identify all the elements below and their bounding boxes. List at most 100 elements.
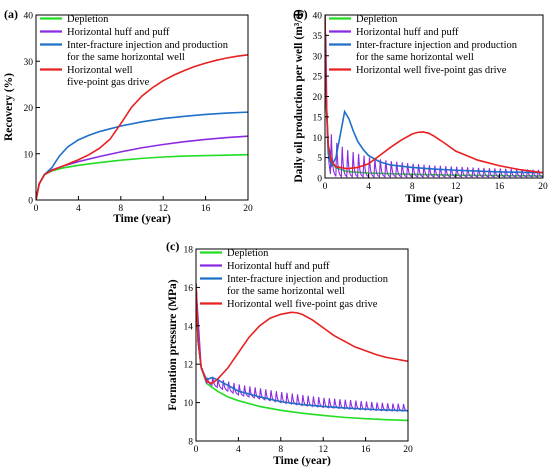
legend-label-line: Inter-fracture injection and production — [67, 40, 229, 51]
x-tick-label: 12 — [318, 445, 328, 455]
legend-label-line: Inter-fracture injection and production — [227, 274, 389, 285]
x-tick-label: 20 — [243, 204, 253, 214]
legend-item-4: Horizontal well five-point gas drive — [200, 299, 378, 310]
y-axis-label: Daily oil production per well (m³/d) — [293, 9, 305, 182]
x-tick-label: 4 — [236, 445, 241, 455]
legend-label: Depletion — [227, 248, 269, 259]
y-tick-label: 15 — [313, 113, 323, 123]
y-tick-label: 18 — [184, 246, 194, 256]
series-line-2 — [196, 283, 408, 412]
legend-label: Inter-fracture injection and production f… — [356, 40, 518, 63]
legend-label-line: Horizontal well — [67, 65, 133, 76]
legend-item-3: Inter-fracture injection and production f… — [200, 274, 389, 297]
legend-label-line: Horizontal huff and puff — [356, 27, 459, 38]
y-tick-label: 0 — [28, 197, 33, 207]
panel-label: (a) — [4, 7, 18, 21]
legend-item-4: Horizontal well five-point gas drive — [40, 65, 150, 88]
legend-label: Horizontal well five-point gas drive — [67, 65, 150, 88]
series-line-3 — [36, 111, 248, 200]
legend-label-line: for the same horizontal well — [227, 286, 345, 297]
legend-item-2: Horizontal huff and puff — [329, 27, 459, 38]
legend-item-2: Horizontal huff and puff — [40, 27, 170, 38]
legend-label: Inter-fracture injection and production f… — [67, 40, 229, 63]
x-tick-label: 0 — [194, 445, 199, 455]
x-tick-label: 4 — [366, 182, 371, 192]
series-line-4 — [325, 15, 543, 174]
y-tick-label: 40 — [313, 12, 323, 22]
series-line-1 — [36, 153, 248, 200]
x-tick-label: 4 — [76, 204, 81, 214]
y-tick-label: 35 — [313, 32, 323, 42]
y-tick-label: 14 — [184, 322, 194, 332]
y-tick-label: 10 — [24, 150, 34, 160]
legend-label-line: Horizontal well five-point gas drive — [356, 65, 507, 76]
y-tick-label: 40 — [24, 12, 34, 22]
y-axis-label: Formation pressure (MPa) — [167, 279, 179, 410]
legend-label-line: Depletion — [356, 14, 398, 25]
x-tick-label: 16 — [201, 204, 211, 214]
legend: Depletion Horizontal huff and puff Inter-f… — [200, 248, 389, 310]
legend-label-line: Horizontal huff and puff — [67, 27, 170, 38]
x-axis-label: Time (year) — [273, 455, 331, 467]
y-tick-label: 0 — [317, 175, 322, 185]
legend: Depletion Horizontal huff and puff Inter-f… — [40, 14, 229, 88]
legend-label-line: Depletion — [67, 14, 109, 25]
series-line-3 — [325, 15, 543, 174]
y-tick-label: 30 — [313, 52, 323, 62]
y-tick-label: 10 — [313, 134, 323, 144]
y-tick-label: 25 — [313, 73, 323, 83]
legend-label-line: Depletion — [227, 248, 269, 259]
x-tick-label: 20 — [403, 445, 413, 455]
legend-item-3: Inter-fracture injection and production f… — [40, 40, 229, 63]
legend-label-line: Inter-fracture injection and production — [356, 40, 518, 51]
x-tick-label: 12 — [451, 182, 461, 192]
series-line-2 — [36, 135, 248, 200]
chart-panel-1: 0 4 8 12 16 20 0 10 20 30 40 Time (year) Recovery (%… — [3, 7, 253, 225]
legend-item-1: Depletion — [329, 14, 398, 25]
y-tick-label: 10 — [184, 399, 194, 409]
legend-label-line: five-point gas drive — [67, 77, 150, 88]
x-tick-label: 0 — [34, 204, 39, 214]
legend-label-line: for the same horizontal well — [67, 52, 185, 63]
x-tick-label: 16 — [495, 182, 505, 192]
x-tick-label: 8 — [410, 182, 415, 192]
panel-label: (c) — [166, 239, 179, 253]
legend-label: Inter-fracture injection and production f… — [227, 274, 389, 297]
legend-label: Depletion — [67, 14, 109, 25]
y-tick-label: 8 — [188, 438, 193, 448]
y-tick-label: 16 — [184, 284, 194, 294]
chart-panel-2: 0 4 8 12 16 20 0 5 10 15 20 25 30 35 40 Time (year) Dail… — [293, 7, 548, 205]
x-axis-label: Time (year) — [113, 213, 171, 225]
legend-label: Horizontal huff and puff — [356, 27, 459, 38]
legend-item-4: Horizontal well five-point gas drive — [329, 65, 507, 76]
y-tick-label: 20 — [313, 93, 323, 103]
x-tick-label: 8 — [118, 204, 123, 214]
x-tick-label: 8 — [278, 445, 283, 455]
x-tick-label: 0 — [323, 182, 328, 192]
x-tick-label: 20 — [538, 182, 548, 192]
legend-item-2: Horizontal huff and puff — [200, 261, 330, 272]
y-tick-label: 20 — [24, 104, 34, 114]
legend-label-line: Horizontal well five-point gas drive — [227, 299, 378, 310]
x-tick-label: 12 — [158, 204, 168, 214]
legend-label: Horizontal huff and puff — [227, 261, 330, 272]
legend-item-1: Depletion — [40, 14, 109, 25]
chart-panel-3: 0 4 8 12 16 20 8 10 12 14 16 18 Time (year) Formation… — [166, 239, 413, 467]
series-line-4 — [196, 283, 408, 385]
legend-label-line: for the same horizontal well — [356, 52, 474, 63]
series-line-2 — [325, 15, 543, 178]
legend-label: Horizontal well five-point gas drive — [356, 65, 507, 76]
legend-item-3: Inter-fracture injection and production f… — [329, 40, 518, 63]
legend: Depletion Horizontal huff and puff Inter-f… — [329, 14, 518, 76]
legend-item-1: Depletion — [200, 248, 269, 259]
x-tick-label: 16 — [361, 445, 371, 455]
x-axis-label: Time (year) — [405, 193, 463, 205]
legend-label: Depletion — [356, 14, 398, 25]
panel-label: (b) — [293, 7, 308, 21]
series-line-4 — [36, 53, 248, 200]
y-axis-label: Recovery (%) — [3, 73, 15, 141]
y-tick-label: 5 — [317, 154, 322, 164]
plot-frame — [195, 248, 409, 442]
y-tick-label: 12 — [184, 361, 194, 371]
